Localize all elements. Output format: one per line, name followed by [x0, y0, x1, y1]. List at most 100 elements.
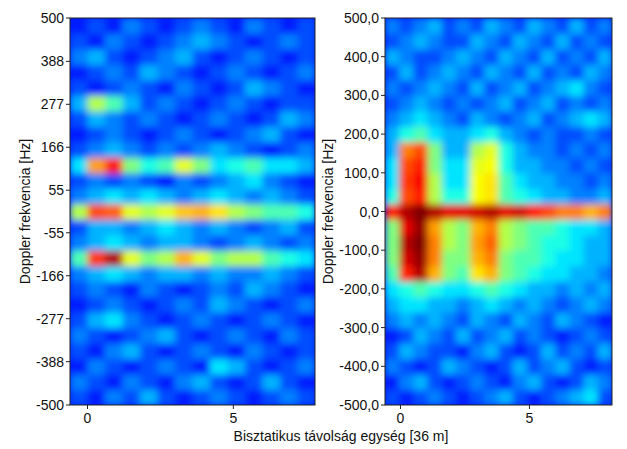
heatmap-cell: [541, 328, 556, 344]
heatmap-cell: [245, 188, 263, 204]
heatmap-cell: [228, 33, 246, 49]
heatmap-cell: [513, 297, 528, 313]
heatmap-cell: [584, 359, 599, 375]
heatmap-cell: [470, 297, 485, 313]
heatmap-cell: [513, 328, 528, 344]
heatmap-cell: [385, 33, 400, 49]
heatmap-cell: [598, 235, 612, 251]
heatmap-cell: [513, 49, 528, 65]
heatmap-cell: [442, 204, 457, 220]
heatmap-cell: [228, 64, 246, 80]
heatmap-cell: [385, 343, 400, 359]
heatmap-cell: [399, 49, 414, 65]
heatmap-cell: [245, 126, 263, 142]
heatmap-cell: [385, 80, 400, 96]
plot-frame: [385, 18, 612, 405]
heatmap-cell: [470, 95, 485, 111]
heatmap-cell: [584, 266, 599, 282]
heatmap-cell: [470, 328, 485, 344]
heatmap-cell: [513, 219, 528, 235]
heatmap-cell: [140, 142, 158, 158]
heatmap-cell: [569, 359, 584, 375]
heatmap-cell: [442, 374, 457, 390]
heatmap-cell: [527, 95, 542, 111]
heatmap-cell: [193, 188, 211, 204]
heatmap-cell: [140, 297, 158, 313]
heatmap-cell: [584, 173, 599, 189]
heatmap-cell: [140, 359, 158, 375]
heatmap-cell: [555, 95, 570, 111]
heatmap-cell: [499, 188, 514, 204]
heatmap-cell: [140, 173, 158, 189]
heatmap-cell: [527, 64, 542, 80]
heatmap-cell: [140, 33, 158, 49]
heatmap-cell: [105, 219, 123, 235]
heatmap-cell: [245, 142, 263, 158]
heatmap-cell: [499, 64, 514, 80]
y-tick-label: 388: [41, 53, 65, 69]
heatmap-cell: [470, 126, 485, 142]
heatmap-cell: [584, 188, 599, 204]
heatmap-cell: [228, 111, 246, 127]
heatmap-cell: [569, 49, 584, 65]
heatmap-cell: [541, 235, 556, 251]
heatmap-cell: [541, 173, 556, 189]
heatmap-cell: [399, 33, 414, 49]
heatmap-cell: [598, 49, 612, 65]
heatmap-cell: [413, 374, 428, 390]
panel: -500,0-400,0-300,0-200,0-100,00,0100,020…: [320, 10, 613, 426]
heatmap-cell: [541, 359, 556, 375]
heatmap-cell: [584, 343, 599, 359]
heatmap-cell: [555, 312, 570, 328]
heatmap-cell: [442, 359, 457, 375]
heatmap-cell: [541, 374, 556, 390]
heatmap-cell: [245, 33, 263, 49]
heatmap-cell: [442, 188, 457, 204]
heatmap-cell: [499, 297, 514, 313]
heatmap-cell: [428, 18, 443, 34]
y-tick: [66, 104, 70, 105]
heatmap-cell: [298, 111, 316, 127]
heatmap-cell: [527, 266, 542, 282]
heatmap-cell: [598, 126, 612, 142]
heatmap-cell: [263, 126, 281, 142]
heatmap-cell: [228, 312, 246, 328]
y-tick: [66, 405, 70, 406]
heatmap-cell: [210, 33, 228, 49]
heatmap-cell: [555, 235, 570, 251]
y-tick-label: -277: [36, 311, 64, 327]
heatmap-cell: [513, 111, 528, 127]
heatmap-cell: [88, 33, 106, 49]
heatmap-cell: [123, 95, 141, 111]
heatmap-cell: [123, 33, 141, 49]
heatmap-cell: [88, 157, 106, 173]
heatmap-cell: [385, 359, 400, 375]
heatmap-cell: [399, 157, 414, 173]
heatmap-cell: [569, 235, 584, 251]
heatmap-cell: [527, 359, 542, 375]
heatmap-cell: [263, 80, 281, 96]
y-tick: [66, 361, 70, 362]
heatmap-cell: [541, 126, 556, 142]
heatmap-cell: [210, 374, 228, 390]
heatmap-cell: [298, 266, 316, 282]
heatmap-cell: [598, 80, 612, 96]
heatmap-cell: [399, 188, 414, 204]
heatmap-cell: [210, 235, 228, 251]
heatmap-cell: [193, 390, 211, 405]
heatmap-cell: [456, 328, 471, 344]
heatmap-cell: [413, 188, 428, 204]
heatmap-cell: [442, 266, 457, 282]
heatmap-cell: [385, 374, 400, 390]
heatmap-cell: [298, 142, 316, 158]
heatmap-cell: [456, 126, 471, 142]
heatmap-cell: [484, 80, 499, 96]
heatmap-cell: [413, 235, 428, 251]
heatmap-cell: [584, 142, 599, 158]
heatmap-cell: [263, 297, 281, 313]
heatmap-cell: [245, 250, 263, 266]
heatmap-cell: [140, 343, 158, 359]
heatmap-cell: [484, 64, 499, 80]
heatmap-cell: [484, 188, 499, 204]
heatmap-cell: [513, 374, 528, 390]
